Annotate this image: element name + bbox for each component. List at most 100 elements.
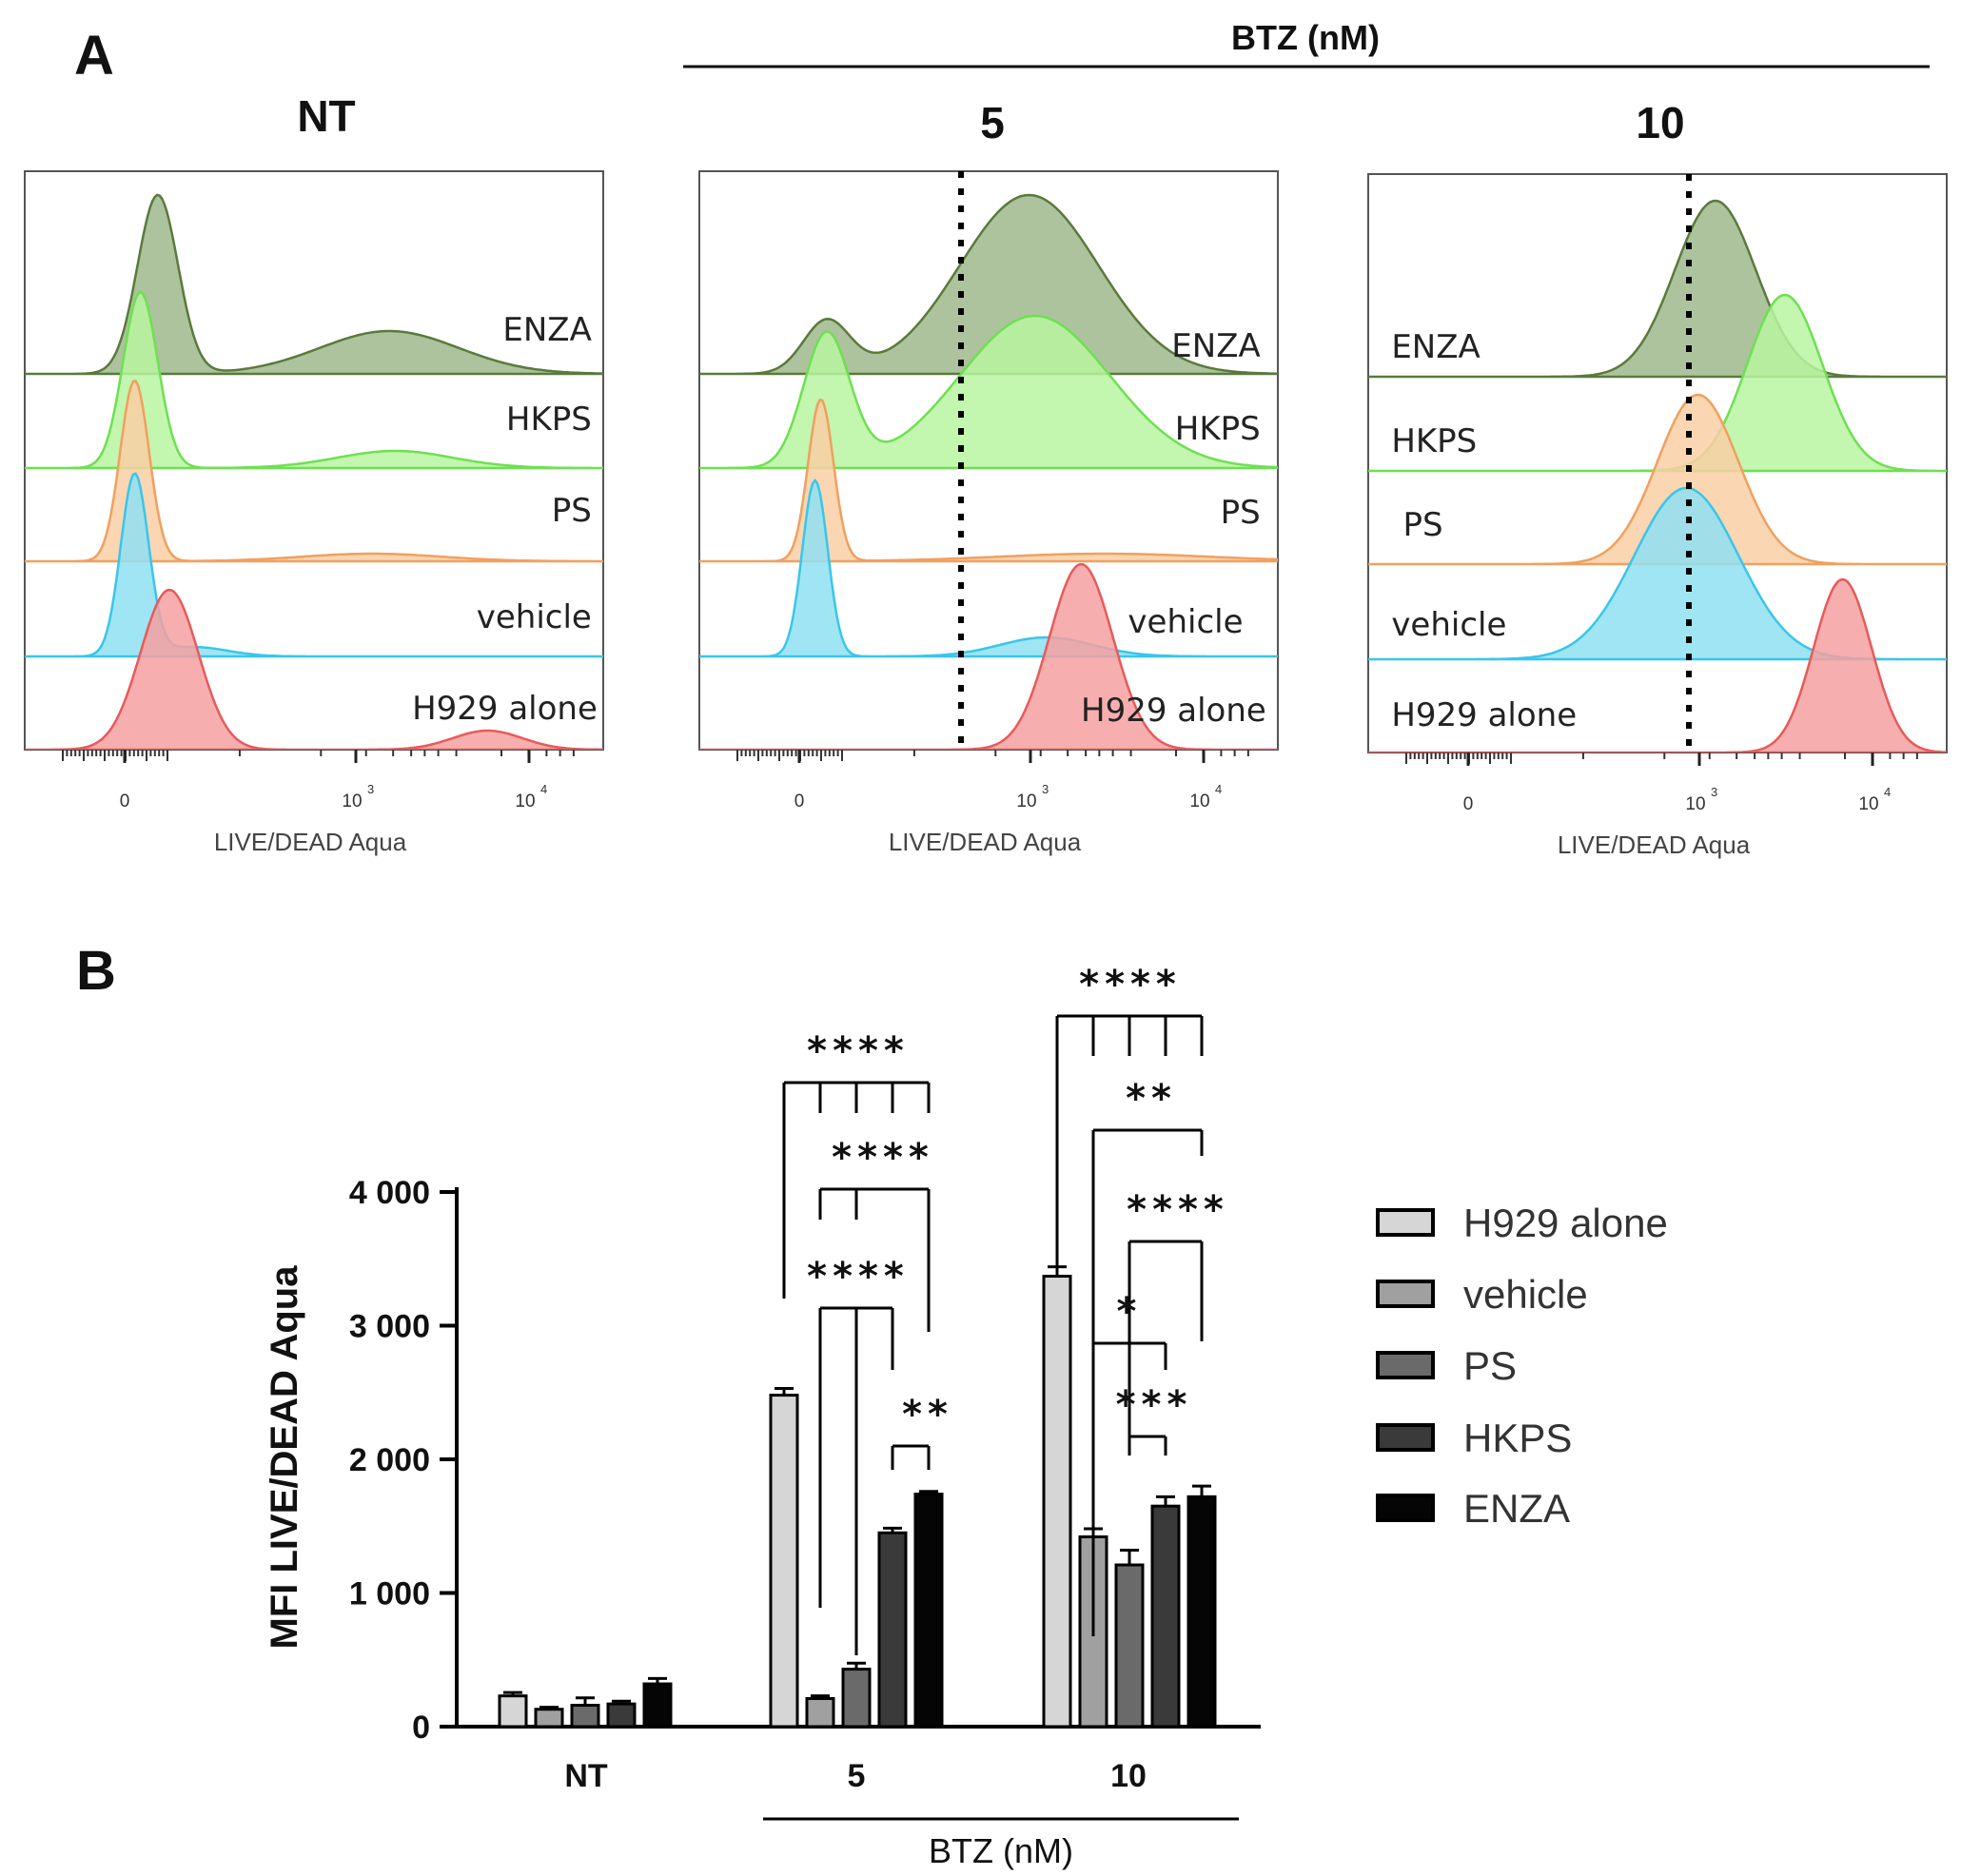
tick-label-exponent: 4: [1884, 785, 1891, 799]
legend-label: vehicle: [1463, 1272, 1588, 1317]
significance-bracket: [782, 1081, 931, 1299]
tick-label-exponent: 3: [367, 782, 374, 796]
bar-ps: [1114, 1563, 1145, 1729]
y-tick-label: 1 000: [349, 1576, 430, 1612]
bar-enza: [913, 1493, 944, 1729]
legend-swatch: [1376, 1494, 1435, 1522]
x-axis-label: BTZ (nM): [929, 1831, 1073, 1870]
significance-stars: **: [902, 1393, 953, 1436]
histogram-series-label: H929 alone: [412, 690, 598, 728]
y-tick-label: 3 000: [349, 1309, 430, 1345]
legend-swatch: [1376, 1280, 1435, 1308]
panel-a-letter: A: [74, 25, 114, 87]
panel-b-bar-chart: 0 1 000 2 000 3 000 4 000 MFI LIVE/DEAD Aqua N…: [264, 963, 1668, 1870]
tick-label-10: 10: [1685, 794, 1705, 814]
histogram-x-label: LIVE/DEAD Aqua: [1558, 831, 1751, 859]
histogram-series-label: vehicle: [1391, 606, 1506, 644]
histogram-panel-title: 5: [980, 98, 1005, 147]
histogram-curve-ps: [25, 379, 603, 563]
tick-label-0: 0: [120, 791, 130, 811]
histogram-panel: NT ENZA HKPS PS vehicle H929 alone 0 10 3 10 4 LIVE…: [24, 91, 604, 856]
bar-enza: [642, 1682, 673, 1729]
legend-swatch: [1376, 1208, 1435, 1237]
legend-item: HKPS: [1376, 1416, 1572, 1460]
significance-stars: ****: [1127, 1188, 1229, 1232]
tick-label-exponent: 4: [540, 782, 547, 796]
tick-label-10: 10: [1016, 791, 1036, 811]
bar-ps: [570, 1704, 600, 1729]
histogram-x-axis: 0 10 3 10 4: [62, 750, 575, 811]
bar-vehicle: [534, 1708, 564, 1729]
tick-label-0: 0: [794, 791, 805, 811]
significance-bracket: [1128, 1240, 1204, 1436]
bar-h929-alone: [1042, 1275, 1072, 1729]
histogram-curve-enza: [699, 193, 1278, 376]
bar-ps: [841, 1668, 872, 1729]
legend-item: PS: [1376, 1343, 1517, 1388]
significance-bracket: [818, 1306, 894, 1655]
bar-h929-alone: [769, 1394, 799, 1729]
histogram-x-label: LIVE/DEAD Aqua: [214, 828, 407, 856]
legend-item: H929 alone: [1376, 1201, 1668, 1245]
histogram-curve-enza: [1368, 199, 1947, 379]
histogram-series-label: ENZA: [1171, 327, 1260, 365]
legend-item: vehicle: [1376, 1272, 1588, 1317]
tick-label-exponent: 3: [1711, 785, 1717, 799]
legend-label: PS: [1463, 1343, 1517, 1388]
histogram-curve-h929-alone: [25, 588, 603, 750]
legend-item: ENZA: [1376, 1486, 1570, 1531]
bar-vehicle: [805, 1696, 835, 1729]
y-axis-label: MFI LIVE/DEAD Aqua: [264, 1265, 305, 1650]
histogram-panel: 10 ENZA HKPS PS vehicle H929 alone 0 10 3 10 4 LIVE…: [1367, 98, 1948, 859]
histogram-curve-h929-alone: [1368, 577, 1947, 752]
tick-label-10: 10: [342, 791, 362, 811]
histogram-series-label: ENZA: [502, 311, 591, 349]
histogram-curve-ps: [1368, 393, 1947, 566]
panel-a-histograms: NT ENZA HKPS PS vehicle H929 alone 0 10 3 10 4 LIVE…: [24, 91, 1948, 859]
x-category-label: 5: [848, 1758, 866, 1794]
significance-bracket: [1055, 1014, 1204, 1267]
legend-swatch: [1376, 1351, 1435, 1379]
x-category-label: NT: [564, 1758, 608, 1794]
histogram-curve-hkps: [25, 290, 603, 470]
histogram-series-label: H929 alone: [1081, 692, 1266, 730]
bar-hkps: [1150, 1504, 1181, 1729]
histogram-x-axis: 0 10 3 10 4: [736, 750, 1249, 811]
legend-label: H929 alone: [1463, 1201, 1668, 1245]
significance-stars: ***: [1116, 1383, 1193, 1427]
histogram-series-label: ENZA: [1391, 328, 1480, 366]
histogram-panel-title: NT: [297, 91, 355, 141]
panel-b-letter: B: [76, 940, 116, 1002]
legend-label: HKPS: [1463, 1416, 1572, 1460]
significance-stars: ****: [832, 1136, 934, 1180]
histogram-series-label: HKPS: [1391, 422, 1477, 460]
histogram-series-label: vehicle: [477, 598, 592, 636]
histogram-curve-vehicle: [699, 478, 1278, 658]
y-tick-label: 4 000: [349, 1175, 430, 1211]
tick-label-10: 10: [1858, 794, 1878, 814]
tick-label-exponent: 4: [1215, 782, 1222, 796]
legend-swatch: [1376, 1423, 1435, 1452]
y-tick-label: 2 000: [349, 1442, 430, 1478]
histogram-curve-h929-alone: [699, 562, 1278, 750]
significance-stars: *: [1117, 1290, 1143, 1334]
significance-bracket: [1091, 1128, 1204, 1636]
bar-hkps: [606, 1702, 637, 1729]
btz-header: BTZ (nM): [1231, 18, 1380, 57]
bar-h929-alone: [498, 1694, 528, 1729]
histogram-series-label: HKPS: [506, 401, 592, 439]
bar-hkps: [877, 1531, 908, 1729]
significance-stars: ****: [807, 1255, 910, 1299]
histogram-curve-vehicle: [25, 472, 603, 658]
histogram-series-label: PS: [552, 492, 592, 530]
histogram-x-label: LIVE/DEAD Aqua: [889, 828, 1082, 856]
tick-label-exponent: 3: [1042, 782, 1049, 796]
histogram-curve-enza: [25, 193, 603, 376]
histogram-series-label: PS: [1221, 494, 1261, 532]
histogram-panel-title: 10: [1636, 98, 1684, 147]
significance-bracket: [1091, 1341, 1167, 1370]
tick-label-10: 10: [515, 791, 535, 811]
significance-stars: **: [1126, 1077, 1177, 1121]
bar-enza: [1186, 1495, 1217, 1729]
